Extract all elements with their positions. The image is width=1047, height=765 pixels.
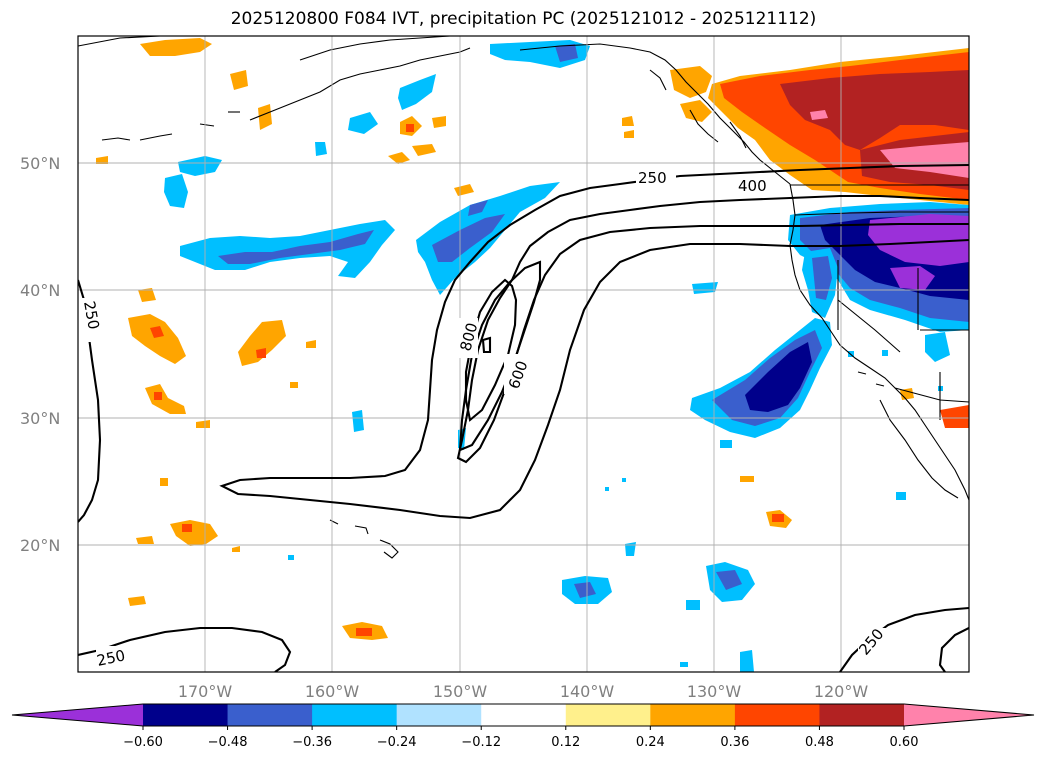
colorbar-segment bbox=[227, 704, 313, 726]
colorbar-tick-label: 0.60 bbox=[890, 735, 919, 750]
ivt-label-250-north: 250 bbox=[638, 169, 667, 187]
ivt-label-250-west: 250 bbox=[80, 300, 103, 331]
lon-label-160w: 160°W bbox=[305, 682, 360, 701]
longitude-labels: 170°W 160°W 150°W 140°W 130°W 120°W bbox=[178, 682, 869, 701]
lat-label-20n: 20°N bbox=[20, 536, 60, 555]
colorbar-segment bbox=[481, 704, 567, 726]
lat-label-50n: 50°N bbox=[20, 154, 60, 173]
colorbar-tick-label: 0.48 bbox=[805, 735, 834, 750]
colorbar-tick-label: 0.36 bbox=[720, 735, 749, 750]
precip-negative-california bbox=[690, 202, 969, 438]
ivt-contours bbox=[78, 163, 969, 672]
colorbar-tick-label: −0.48 bbox=[208, 735, 248, 750]
latitude-labels: 50°N 40°N 30°N 20°N bbox=[20, 154, 60, 555]
colorbar-segment bbox=[650, 704, 736, 726]
colorbar-tick-label: −0.60 bbox=[123, 735, 163, 750]
colorbar-tick-label: −0.36 bbox=[292, 735, 332, 750]
colorbar-extend-high bbox=[904, 704, 1034, 726]
lon-label-140w: 140°W bbox=[560, 682, 615, 701]
colorbar-segment bbox=[396, 704, 482, 726]
precip-positive-scattered bbox=[96, 38, 792, 640]
colorbar-segment bbox=[143, 704, 229, 726]
ivt-labels: 250 400 250 800 600 250 250 bbox=[78, 168, 888, 670]
map-title: 2025120800 F084 IVT, precipitation PC (2… bbox=[230, 9, 817, 29]
colorbar-extend-low bbox=[12, 704, 143, 726]
lat-label-40n: 40°N bbox=[20, 281, 60, 300]
ivt-label-400: 400 bbox=[738, 177, 767, 195]
colorbar-segment bbox=[819, 704, 905, 726]
colorbar-tick-label: −0.12 bbox=[461, 735, 501, 750]
graticule bbox=[78, 36, 969, 672]
colorbar-segment bbox=[565, 704, 651, 726]
colorbar: −0.60 −0.48 −0.36 −0.24 −0.12 0.12 0.24 0.36 0.4… bbox=[11, 703, 1035, 750]
colorbar-tick-label: 0.24 bbox=[636, 735, 665, 750]
colorbar-segment bbox=[312, 704, 398, 726]
lon-label-120w: 120°W bbox=[814, 682, 869, 701]
lon-label-150w: 150°W bbox=[433, 682, 488, 701]
map-content: 250 400 250 800 600 250 250 bbox=[78, 36, 969, 672]
map-frame bbox=[77, 35, 970, 673]
coastlines bbox=[78, 36, 969, 559]
lon-label-170w: 170°W bbox=[178, 682, 233, 701]
lat-label-30n: 30°N bbox=[20, 409, 60, 428]
colorbar-tick-label: −0.24 bbox=[377, 735, 417, 750]
lon-label-130w: 130°W bbox=[687, 682, 742, 701]
colorbar-tick-label: 0.12 bbox=[551, 735, 580, 750]
colorbar-segment bbox=[734, 704, 820, 726]
ivt-label-250-sw: 250 bbox=[95, 646, 127, 670]
precip-negative-central-pacific bbox=[164, 40, 906, 672]
